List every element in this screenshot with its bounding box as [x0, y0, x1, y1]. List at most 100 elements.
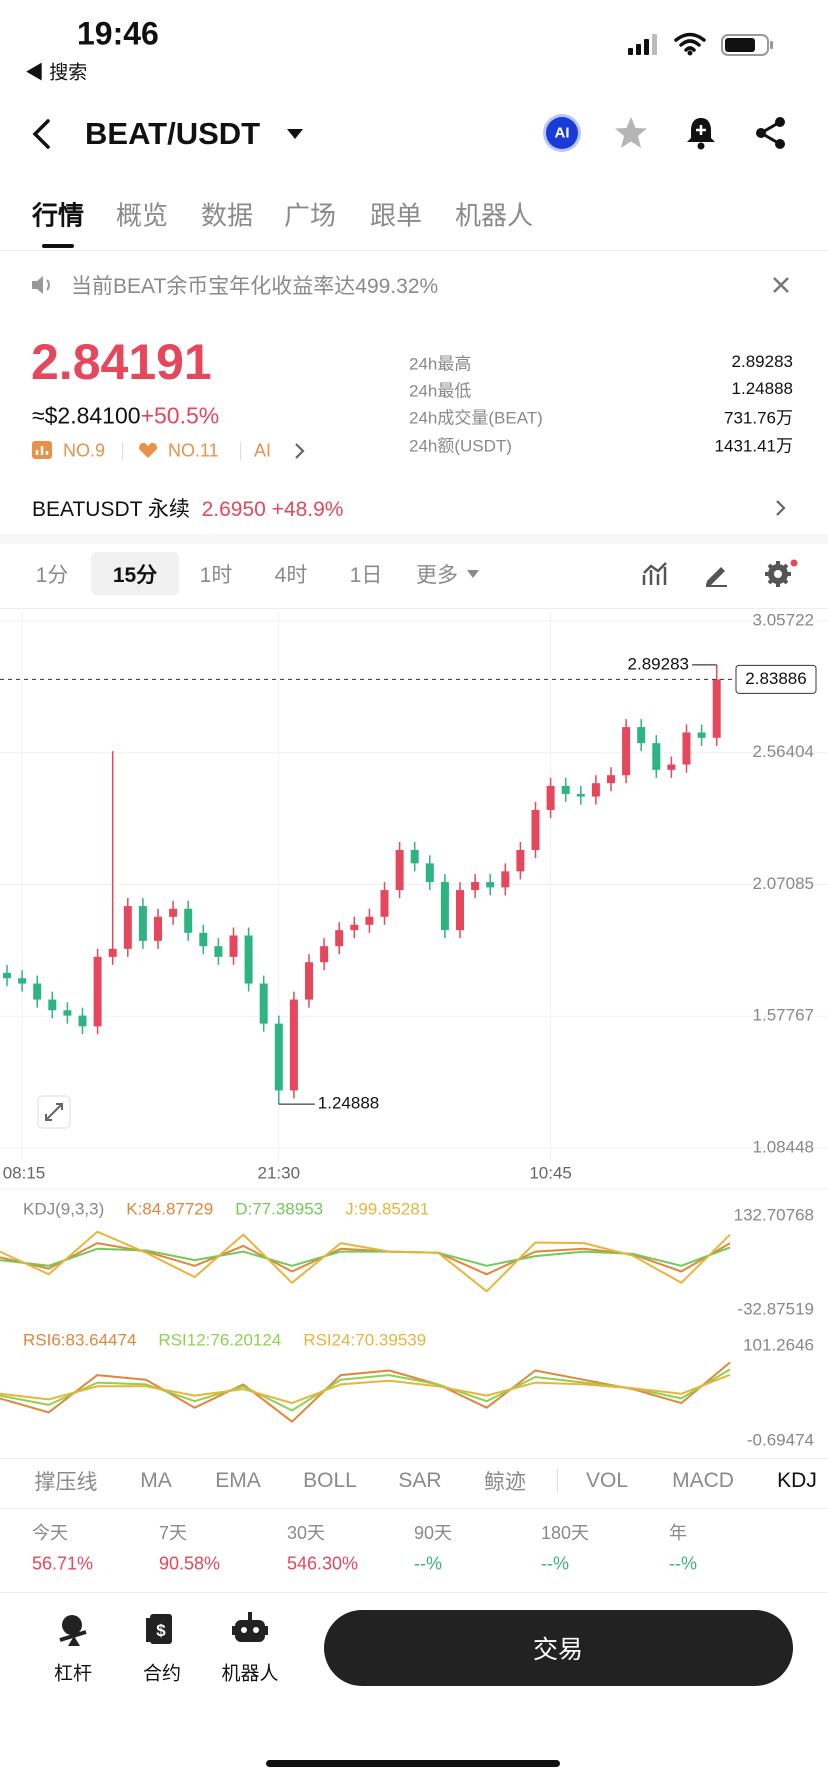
- separator: [557, 1469, 558, 1493]
- action-label[interactable]: 杠杆: [53, 1663, 93, 1685]
- back-to-app[interactable]: ◀ 搜索: [25, 62, 88, 84]
- timeframe[interactable]: 1时: [199, 564, 233, 587]
- perf-value: --%: [541, 1553, 569, 1574]
- candle-body: [123, 906, 132, 949]
- rank[interactable]: NO.11: [168, 440, 219, 461]
- status-icons: [628, 32, 773, 56]
- candle-body: [471, 882, 480, 891]
- tab[interactable]: 广场: [284, 200, 337, 231]
- trade-button[interactable]: [324, 1610, 793, 1686]
- draw-icon[interactable]: [703, 561, 729, 587]
- candle-body: [682, 732, 691, 765]
- candle-body: [78, 1015, 87, 1027]
- indicator-icon[interactable]: [642, 561, 668, 587]
- legend-entry: RSI6:83.64474: [23, 1330, 136, 1349]
- perf-value: 546.30%: [287, 1553, 359, 1574]
- candle-body: [591, 783, 600, 797]
- divider: [0, 250, 828, 251]
- candle-body: [108, 948, 117, 957]
- y-tick-label: 132.70768: [734, 1205, 814, 1224]
- speaker-icon: [32, 276, 50, 294]
- indicator-tab[interactable]: 鲸迹: [484, 1471, 526, 1494]
- ai-button[interactable]: [546, 117, 578, 149]
- perf-value: --%: [414, 1553, 442, 1574]
- candle-body: [244, 935, 253, 984]
- tab[interactable]: 概览: [116, 200, 169, 231]
- back-button[interactable]: [28, 118, 58, 150]
- symbol[interactable]: BEAT/USDT: [85, 116, 261, 151]
- candle-body: [712, 679, 721, 738]
- low-label: 1.24888: [318, 1094, 379, 1113]
- candle-body: [622, 727, 631, 776]
- candle-body: [380, 890, 389, 917]
- indicator-tab[interactable]: MA: [140, 1469, 172, 1492]
- rank-icon: [32, 441, 52, 459]
- ai-label[interactable]: AI: [554, 124, 570, 142]
- band: [0, 534, 828, 544]
- contract-icon[interactable]: $: [146, 1612, 178, 1648]
- usd-value: ≈$2.84100: [32, 402, 141, 429]
- x-tick-label: 10:45: [529, 1163, 572, 1182]
- indicator-tab[interactable]: BOLL: [303, 1469, 357, 1492]
- perf-label: 7天: [159, 1523, 188, 1543]
- tab[interactable]: 行情: [32, 200, 85, 231]
- usd-price: ≈$2.84100+50.5%: [32, 403, 219, 430]
- close-notice[interactable]: [772, 276, 790, 294]
- timeframe[interactable]: 1分: [35, 564, 69, 587]
- tab[interactable]: 机器人: [455, 200, 534, 231]
- timeframe[interactable]: 4时: [274, 564, 308, 587]
- alert[interactable]: [684, 115, 718, 151]
- trade-label[interactable]: 交易: [532, 1636, 584, 1664]
- chevron[interactable]: [294, 442, 306, 460]
- candle-body: [93, 956, 102, 1027]
- leverage-icon[interactable]: [56, 1612, 92, 1648]
- indicator-tab[interactable]: KDJ: [777, 1469, 817, 1492]
- divider: [0, 1458, 828, 1459]
- perf-label: 30天: [287, 1523, 326, 1543]
- tab[interactable]: 跟单: [370, 200, 423, 231]
- rank[interactable]: AI: [254, 440, 272, 461]
- separator: [122, 442, 123, 460]
- tab[interactable]: 数据: [201, 200, 254, 231]
- favorite[interactable]: [613, 115, 649, 151]
- symbol-dropdown[interactable]: [286, 127, 304, 141]
- current-price-box: [735, 664, 817, 694]
- indicator-tab[interactable]: MACD: [672, 1469, 734, 1492]
- indicator-tab[interactable]: VOL: [585, 1469, 629, 1492]
- candle-body: [305, 962, 313, 1000]
- candle-body: [501, 871, 510, 888]
- candle-body: [607, 775, 615, 784]
- timeframe-more[interactable]: 更多: [416, 564, 458, 587]
- timeframe[interactable]: 1日: [349, 564, 383, 587]
- indicator-tab[interactable]: EMA: [215, 1469, 261, 1492]
- settings-icon[interactable]: [764, 558, 800, 588]
- timeframe[interactable]: 15分: [112, 564, 158, 587]
- indicator-tab[interactable]: SAR: [398, 1469, 442, 1492]
- stat-value: 731.76万: [724, 408, 793, 428]
- candle-body: [456, 890, 464, 931]
- notice[interactable]: 当前BEAT余币宝年化收益率达499.32%: [71, 275, 439, 298]
- legend-entry: RSI24:70.39539: [303, 1330, 426, 1349]
- perf-label: 180天: [541, 1523, 590, 1543]
- perpetual-change: +48.9%: [271, 498, 344, 521]
- perf-label: 年: [669, 1523, 687, 1543]
- candle-body: [154, 916, 162, 941]
- rank[interactable]: NO.9: [63, 440, 106, 461]
- current-price: 2.83886: [745, 669, 806, 688]
- candle-body: [410, 849, 419, 864]
- robot-icon[interactable]: [232, 1610, 268, 1646]
- x-tick-label: 08:15: [3, 1163, 46, 1182]
- indicator-tab[interactable]: 撑压线: [34, 1471, 98, 1494]
- candle-body: [561, 785, 570, 794]
- action-label[interactable]: 合约: [142, 1663, 182, 1685]
- chevron[interactable]: [775, 499, 787, 517]
- candle-body: [697, 732, 706, 738]
- action-label[interactable]: 机器人: [221, 1663, 279, 1685]
- share[interactable]: [754, 116, 788, 150]
- candle-body: [395, 849, 404, 891]
- candle-body: [637, 727, 646, 744]
- perf-value: 56.71%: [32, 1553, 94, 1574]
- perpetual[interactable]: BEATUSDT 永续 2.6950 +48.9%: [32, 493, 343, 523]
- x-tick-label: 21:30: [258, 1163, 301, 1182]
